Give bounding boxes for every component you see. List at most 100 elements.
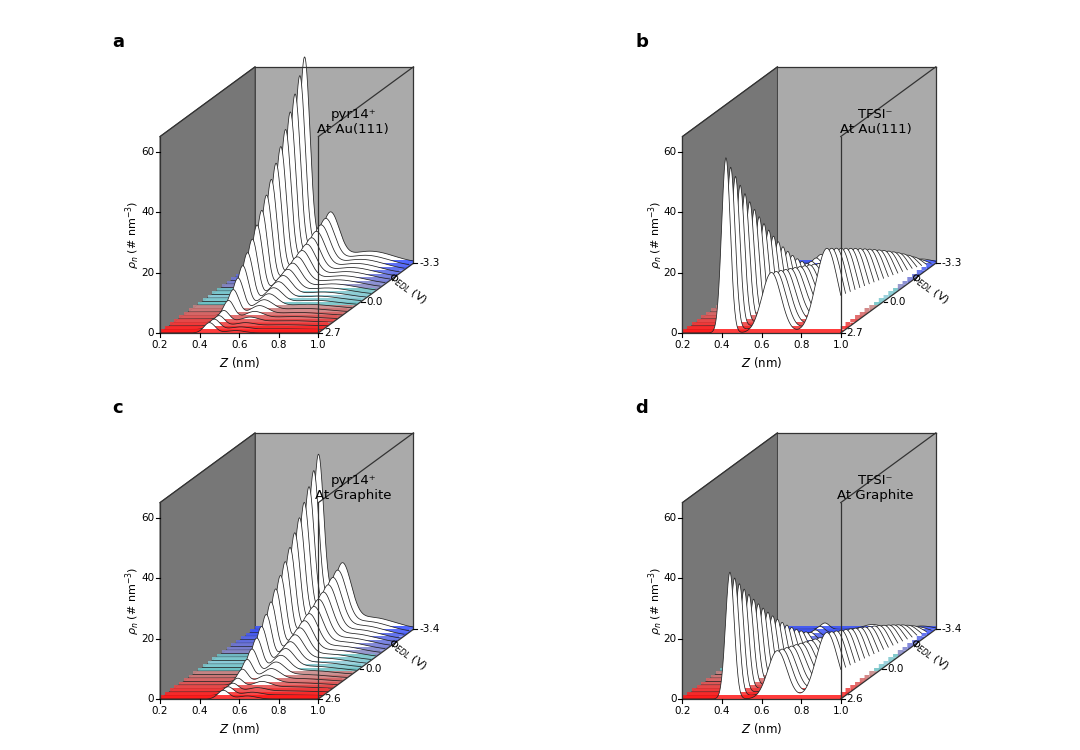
- Polygon shape: [716, 671, 874, 674]
- Text: 40: 40: [663, 207, 677, 217]
- Polygon shape: [768, 633, 931, 636]
- Polygon shape: [160, 433, 255, 699]
- Polygon shape: [692, 322, 850, 326]
- Polygon shape: [227, 548, 384, 650]
- Polygon shape: [251, 629, 414, 633]
- Polygon shape: [174, 319, 337, 322]
- Text: $Z$ (nm): $Z$ (nm): [218, 722, 260, 736]
- Polygon shape: [241, 270, 400, 274]
- Text: $\rho_n$ (# nm$^{-3}$): $\rho_n$ (# nm$^{-3}$): [646, 200, 665, 268]
- Text: 0.0: 0.0: [889, 296, 906, 307]
- Text: 60: 60: [141, 513, 154, 523]
- Polygon shape: [772, 258, 931, 267]
- Text: 0.4: 0.4: [714, 706, 730, 716]
- Polygon shape: [203, 664, 366, 668]
- Polygon shape: [189, 674, 352, 678]
- Polygon shape: [764, 636, 927, 640]
- Polygon shape: [778, 260, 935, 263]
- Text: $\Phi_{EDL}$ (V): $\Phi_{EDL}$ (V): [907, 636, 951, 674]
- Polygon shape: [758, 640, 921, 644]
- Polygon shape: [217, 288, 380, 291]
- Text: $Z$ (nm): $Z$ (nm): [218, 355, 260, 370]
- Polygon shape: [744, 625, 903, 654]
- Polygon shape: [701, 682, 860, 685]
- Polygon shape: [227, 646, 384, 650]
- Polygon shape: [683, 695, 846, 699]
- Text: -3.3: -3.3: [419, 258, 440, 268]
- Polygon shape: [730, 295, 889, 298]
- Polygon shape: [174, 319, 333, 322]
- Polygon shape: [255, 454, 414, 629]
- Polygon shape: [687, 692, 850, 695]
- Polygon shape: [160, 695, 319, 699]
- Polygon shape: [758, 254, 917, 278]
- Polygon shape: [744, 284, 903, 288]
- Polygon shape: [170, 322, 328, 326]
- Polygon shape: [203, 298, 366, 302]
- Polygon shape: [706, 678, 865, 682]
- Polygon shape: [179, 669, 337, 685]
- Polygon shape: [730, 661, 893, 664]
- Text: 0.6: 0.6: [231, 706, 247, 716]
- Polygon shape: [193, 305, 352, 308]
- Polygon shape: [683, 433, 778, 699]
- Polygon shape: [683, 67, 778, 333]
- Polygon shape: [221, 284, 384, 288]
- Polygon shape: [758, 640, 917, 644]
- Polygon shape: [221, 284, 380, 288]
- Polygon shape: [184, 312, 347, 316]
- Text: 40: 40: [141, 207, 154, 217]
- Polygon shape: [701, 682, 865, 685]
- Polygon shape: [221, 179, 380, 288]
- Polygon shape: [165, 692, 323, 695]
- Polygon shape: [725, 664, 883, 668]
- Polygon shape: [251, 76, 408, 267]
- Polygon shape: [160, 67, 255, 333]
- Polygon shape: [231, 146, 390, 280]
- Polygon shape: [213, 589, 370, 661]
- Polygon shape: [174, 685, 337, 688]
- Polygon shape: [255, 57, 414, 263]
- Polygon shape: [221, 650, 384, 654]
- Polygon shape: [203, 239, 361, 302]
- Polygon shape: [189, 649, 347, 678]
- Text: 0.2: 0.2: [674, 706, 690, 716]
- Polygon shape: [697, 319, 860, 322]
- Polygon shape: [687, 167, 846, 329]
- Text: 0.2: 0.2: [152, 706, 168, 716]
- Text: 2.7: 2.7: [847, 328, 863, 338]
- Polygon shape: [725, 230, 883, 302]
- Polygon shape: [754, 644, 917, 646]
- Polygon shape: [221, 650, 380, 654]
- Polygon shape: [207, 295, 366, 298]
- Text: $\Phi_{EDL}$ (V): $\Phi_{EDL}$ (V): [907, 270, 951, 308]
- Text: 60: 60: [663, 147, 677, 157]
- Polygon shape: [251, 470, 408, 633]
- Text: 60: 60: [663, 513, 677, 523]
- Polygon shape: [193, 671, 352, 674]
- Text: 0.8: 0.8: [271, 706, 287, 716]
- Polygon shape: [231, 278, 394, 280]
- Polygon shape: [165, 326, 328, 329]
- Text: 0.2: 0.2: [674, 340, 690, 350]
- Polygon shape: [697, 685, 855, 688]
- Polygon shape: [165, 326, 323, 329]
- Polygon shape: [701, 316, 865, 319]
- Polygon shape: [754, 644, 913, 646]
- Polygon shape: [748, 252, 907, 284]
- Polygon shape: [245, 94, 404, 270]
- Polygon shape: [251, 263, 414, 267]
- Polygon shape: [734, 622, 893, 661]
- Polygon shape: [213, 657, 376, 661]
- Polygon shape: [692, 688, 850, 692]
- Polygon shape: [213, 210, 370, 295]
- Polygon shape: [217, 287, 376, 291]
- Polygon shape: [184, 678, 347, 682]
- Polygon shape: [203, 664, 361, 668]
- Text: 20: 20: [663, 268, 677, 278]
- Text: 0: 0: [671, 694, 677, 704]
- Polygon shape: [231, 644, 390, 646]
- Polygon shape: [716, 305, 879, 308]
- Text: 1.0: 1.0: [310, 340, 326, 350]
- Polygon shape: [184, 678, 342, 682]
